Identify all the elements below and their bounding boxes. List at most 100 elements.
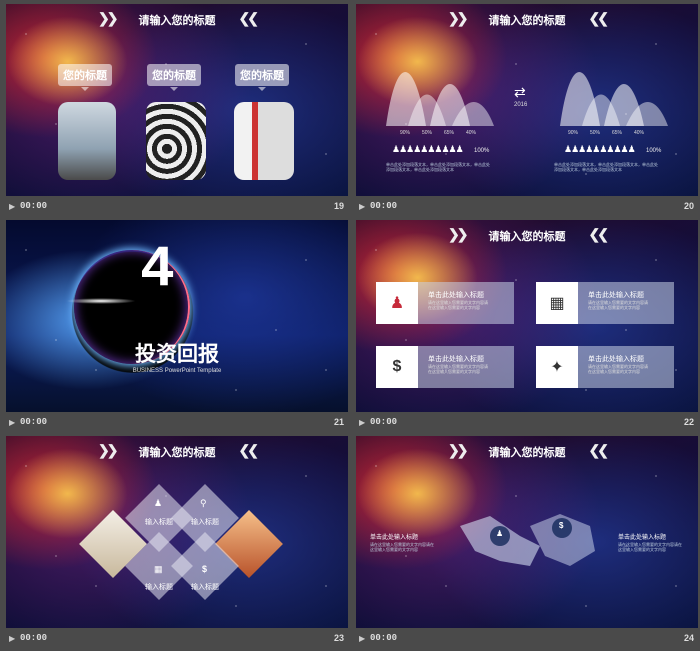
peak-3 — [430, 84, 470, 126]
slide-thumbnail-24[interactable]: ❯❯ 请输入您的标题 ❮❮ ♟ $ 单击此处输入标题 请在这里输入您需要的文字内… — [356, 436, 698, 651]
puzzle-item: ▦ 单击此处输入标题 请在这里输入您需要的文字内容请在这里输入您需要的文字内容 — [536, 282, 674, 324]
slide-canvas: ❯❯ 请输入您的标题 ❮❮ ♟ 单击此处输入标题 请在这里输入您需要的文字内容请… — [356, 220, 698, 412]
building-icon: ▦ — [154, 564, 163, 574]
puzzle-item: $ 单击此处输入标题 请在这里输入您需要的文字内容请在这里输入您需要的文字内容 — [376, 346, 514, 388]
play-icon[interactable]: ▶ — [359, 634, 366, 643]
slide-number: 21 — [333, 417, 344, 427]
play-icon[interactable]: ▶ — [9, 634, 16, 643]
hand-right — [530, 514, 595, 566]
diamond-label: 输入标题 — [145, 519, 173, 526]
people-icon: ♟ — [496, 529, 504, 538]
percent-label: 50% — [422, 130, 433, 136]
slide-canvas: 4 投资回报 BUSINESS PowerPoint Template — [6, 220, 348, 412]
status-bar: ▶ 00:00 21 — [6, 412, 348, 435]
slide-thumbnail-20[interactable]: ❯❯ 请输入您的标题 ❮❮ ⇄ 2016 90% 50% 65% 40% 90%… — [356, 4, 698, 219]
slide-thumbnail-22[interactable]: ❯❯ 请输入您的标题 ❮❮ ♟ 单击此处输入标题 请在这里输入您需要的文字内容请… — [356, 220, 698, 435]
body-text-left: 单击此处添加段落文本，单击此处添加段落文本，单击此处添加段落文本，单击此处添加段… — [386, 162, 490, 172]
bubble-label: 您的标题 — [147, 64, 201, 91]
year-label: 2016 — [514, 102, 528, 108]
slide-number: 22 — [683, 417, 694, 427]
status-bar: ▶ 00:00 22 — [356, 412, 698, 435]
chevron-left-icon: ❮❮ — [238, 10, 260, 26]
slide-canvas: ❯❯ 请输入您的标题 ❮❮ ♟ $ 单击此处输入标题 请在这里输入您需要的文字内… — [356, 436, 698, 628]
money-icon: $ — [376, 346, 418, 388]
hands-illustration — [460, 514, 595, 566]
target-arrows-photo — [146, 102, 206, 180]
status-bar: ▶ 00:00 20 — [356, 196, 698, 219]
slide-title: 请输入您的标题 — [488, 15, 566, 27]
item-title: 单击此处输入标题 — [428, 356, 484, 363]
chevron-left-icon: ❮❮ — [238, 442, 260, 458]
right-item-title: 单击此处输入标题 — [618, 535, 667, 541]
people-icon: ♟ — [154, 498, 163, 508]
play-icon[interactable]: ▶ — [9, 202, 16, 211]
people-icon-row-left: ♟♟♟♟♟♟♟♟♟♟ — [392, 144, 464, 154]
slide-title: 请输入您的标题 — [488, 447, 566, 459]
office-photo — [58, 102, 116, 180]
right-item-text: 请在这里输入您需要的文字内容请在这里输入您需要的文字内容 — [618, 542, 682, 552]
timing-label: 00:00 — [20, 633, 48, 643]
peak-4 — [452, 102, 494, 126]
left-item-title: 单击此处输入标题 — [370, 535, 419, 541]
people-icon: ♟ — [376, 282, 418, 324]
slide-thumbnail-19[interactable]: ❯❯ 请输入您的标题 ❮❮ 您的标题 您的标题 您的标题 ▶ 00:00 19 — [6, 4, 348, 219]
slide-number: 23 — [333, 633, 344, 643]
percent-label: 65% — [444, 130, 455, 136]
money-icon: $ — [202, 564, 208, 574]
window-office-photo — [234, 102, 294, 180]
item-title: 单击此处输入标题 — [588, 292, 644, 299]
people-icon-row-right: ♟♟♟♟♟♟♟♟♟♟ — [564, 144, 636, 154]
timing-label: 00:00 — [20, 201, 48, 211]
play-icon[interactable]: ▶ — [359, 418, 366, 427]
slide-canvas: ❯❯ 请输入您的标题 ❮❮ 您的标题 您的标题 您的标题 — [6, 4, 348, 196]
section-subheading: BUSINESS PowerPoint Template — [132, 368, 222, 374]
percent-label: 40% — [466, 130, 477, 136]
money-icon: $ — [559, 521, 564, 530]
puzzle-item: ♟ 单击此处输入标题 请在这里输入您需要的文字内容请在这里输入您需要的文字内容 — [376, 282, 514, 324]
peak-1 — [560, 72, 600, 126]
body-text-right: 单击此处添加段落文本，单击此处添加段落文本，单击此处添加段落文本，单击此处添加段… — [554, 162, 658, 172]
building-icon: ▦ — [536, 282, 578, 324]
search-doc-icon: ⚲ — [200, 498, 207, 508]
people-coin — [490, 526, 510, 546]
item-text: 请在这里输入您需要的文字内容请在这里输入您需要的文字内容 — [588, 364, 648, 374]
percent-label: 90% — [400, 130, 411, 136]
percent-label: 50% — [590, 130, 601, 136]
slide-number: 20 — [683, 201, 694, 211]
mountain-chart-right — [560, 72, 668, 126]
peak-1 — [386, 72, 426, 126]
bubble-label: 您的标题 — [58, 64, 112, 91]
slide-title: 请输入您的标题 — [138, 447, 216, 459]
big-number: 4 — [140, 238, 175, 303]
slide-thumbnail-23[interactable]: ❯❯ 请输入您的标题 ❮❮ ♟ ⚲ ▦ $ 输入标题 输入标题 输入标题 输入标… — [6, 436, 348, 651]
total-percent-left: 100% — [474, 148, 490, 154]
play-icon[interactable]: ▶ — [9, 418, 16, 427]
item-text: 请在这里输入您需要的文字内容请在这里输入您需要的文字内容 — [588, 300, 648, 310]
chevron-left-icon: ❮❮ — [588, 442, 610, 458]
bubble-label: 您的标题 — [235, 64, 289, 91]
percent-label: 40% — [634, 130, 645, 136]
slide-canvas: ❯❯ 请输入您的标题 ❮❮ ♟ ⚲ ▦ $ 输入标题 输入标题 输入标题 输入标… — [6, 436, 348, 628]
diamond-label: 输入标题 — [191, 519, 219, 526]
swap-arrows-icon: ⇄ — [514, 84, 526, 100]
timing-label: 00:00 — [370, 417, 398, 427]
item-title: 单击此处输入标题 — [428, 292, 484, 299]
play-icon[interactable]: ▶ — [359, 202, 366, 211]
total-percent-right: 100% — [646, 148, 662, 154]
chevron-right-icon: ❯❯ — [98, 10, 119, 26]
timing-label: 00:00 — [370, 633, 398, 643]
status-bar: ▶ 00:00 24 — [356, 628, 698, 651]
item-text: 请在这里输入您需要的文字内容请在这里输入您需要的文字内容 — [428, 364, 488, 374]
section-heading: 投资回报 — [135, 343, 219, 366]
slide-thumbnail-21[interactable]: 4 投资回报 BUSINESS PowerPoint Template ▶ 00… — [6, 220, 348, 435]
slide-number: 19 — [333, 201, 344, 211]
slide-title: 请输入您的标题 — [488, 231, 566, 243]
item-text: 请在这里输入您需要的文字内容请在这里输入您需要的文字内容 — [428, 300, 488, 310]
percent-label: 65% — [612, 130, 623, 136]
slide-number: 24 — [683, 633, 694, 643]
chevron-right-icon: ❯❯ — [98, 442, 119, 458]
diamond-label: 输入标题 — [145, 584, 173, 591]
mountain-chart-left — [386, 72, 494, 126]
item-title: 单击此处输入标题 — [588, 356, 644, 363]
slide-canvas: ❯❯ 请输入您的标题 ❮❮ ⇄ 2016 90% 50% 65% 40% 90%… — [356, 4, 698, 196]
